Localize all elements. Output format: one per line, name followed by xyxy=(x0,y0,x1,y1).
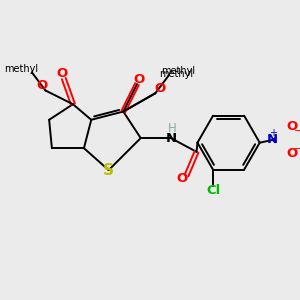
Text: O: O xyxy=(133,73,145,86)
Text: −: − xyxy=(293,144,300,154)
Text: Cl: Cl xyxy=(206,184,220,197)
Text: O: O xyxy=(154,82,166,95)
Text: O: O xyxy=(36,80,47,92)
Text: S: S xyxy=(103,163,114,178)
Text: methyl: methyl xyxy=(4,64,38,74)
Text: O: O xyxy=(286,147,297,160)
Text: N: N xyxy=(267,134,278,146)
Text: −: − xyxy=(293,126,300,136)
Text: +: + xyxy=(268,128,277,138)
Text: N: N xyxy=(165,132,176,145)
Text: methyl: methyl xyxy=(159,69,194,79)
Text: O: O xyxy=(176,172,188,185)
Text: O: O xyxy=(56,67,68,80)
Text: methyl: methyl xyxy=(161,66,195,76)
Text: O: O xyxy=(286,120,297,133)
Text: H: H xyxy=(167,122,176,134)
